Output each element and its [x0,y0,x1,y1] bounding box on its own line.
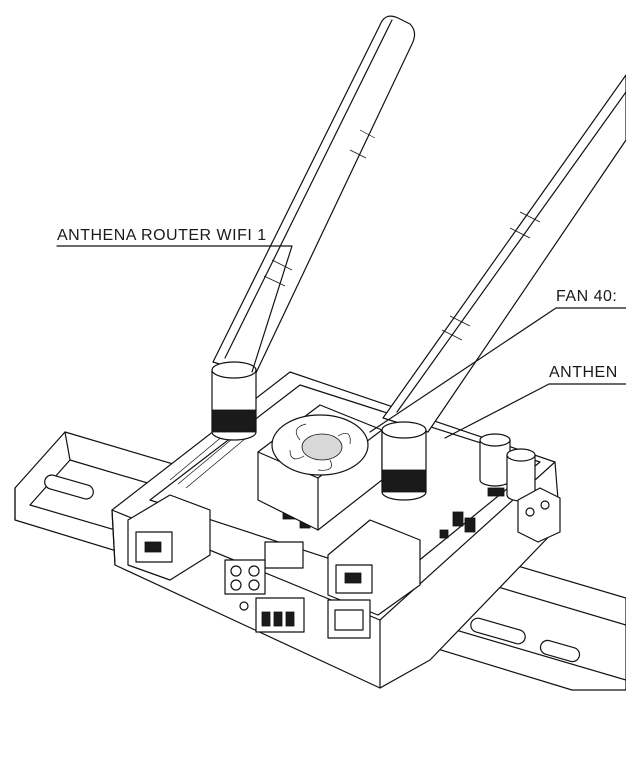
terminal-block-side [517,487,561,543]
callout-anthena-router-wifi-1: ANTHENA ROUTER WIFI 1 [57,227,267,244]
leader-fan [369,307,626,433]
terminal-block-front [255,597,305,633]
antenna-2 [381,74,626,501]
leader-wifi1 [56,245,293,373]
led-block [224,559,266,595]
antenna-1 [211,15,416,441]
rj45-right-top [327,519,421,616]
callout-fan-40: FAN 40: [556,288,618,305]
mounting-hole [239,601,249,611]
rj45-right-bottom [327,599,371,639]
fan-40 [257,404,383,531]
rj45-left [127,494,211,581]
callout-anthena-2: ANTHEN [549,364,618,381]
leader-anthena2 [444,383,626,439]
chip-module [264,541,304,569]
leader-lines [56,245,626,439]
capacitors [479,433,536,502]
